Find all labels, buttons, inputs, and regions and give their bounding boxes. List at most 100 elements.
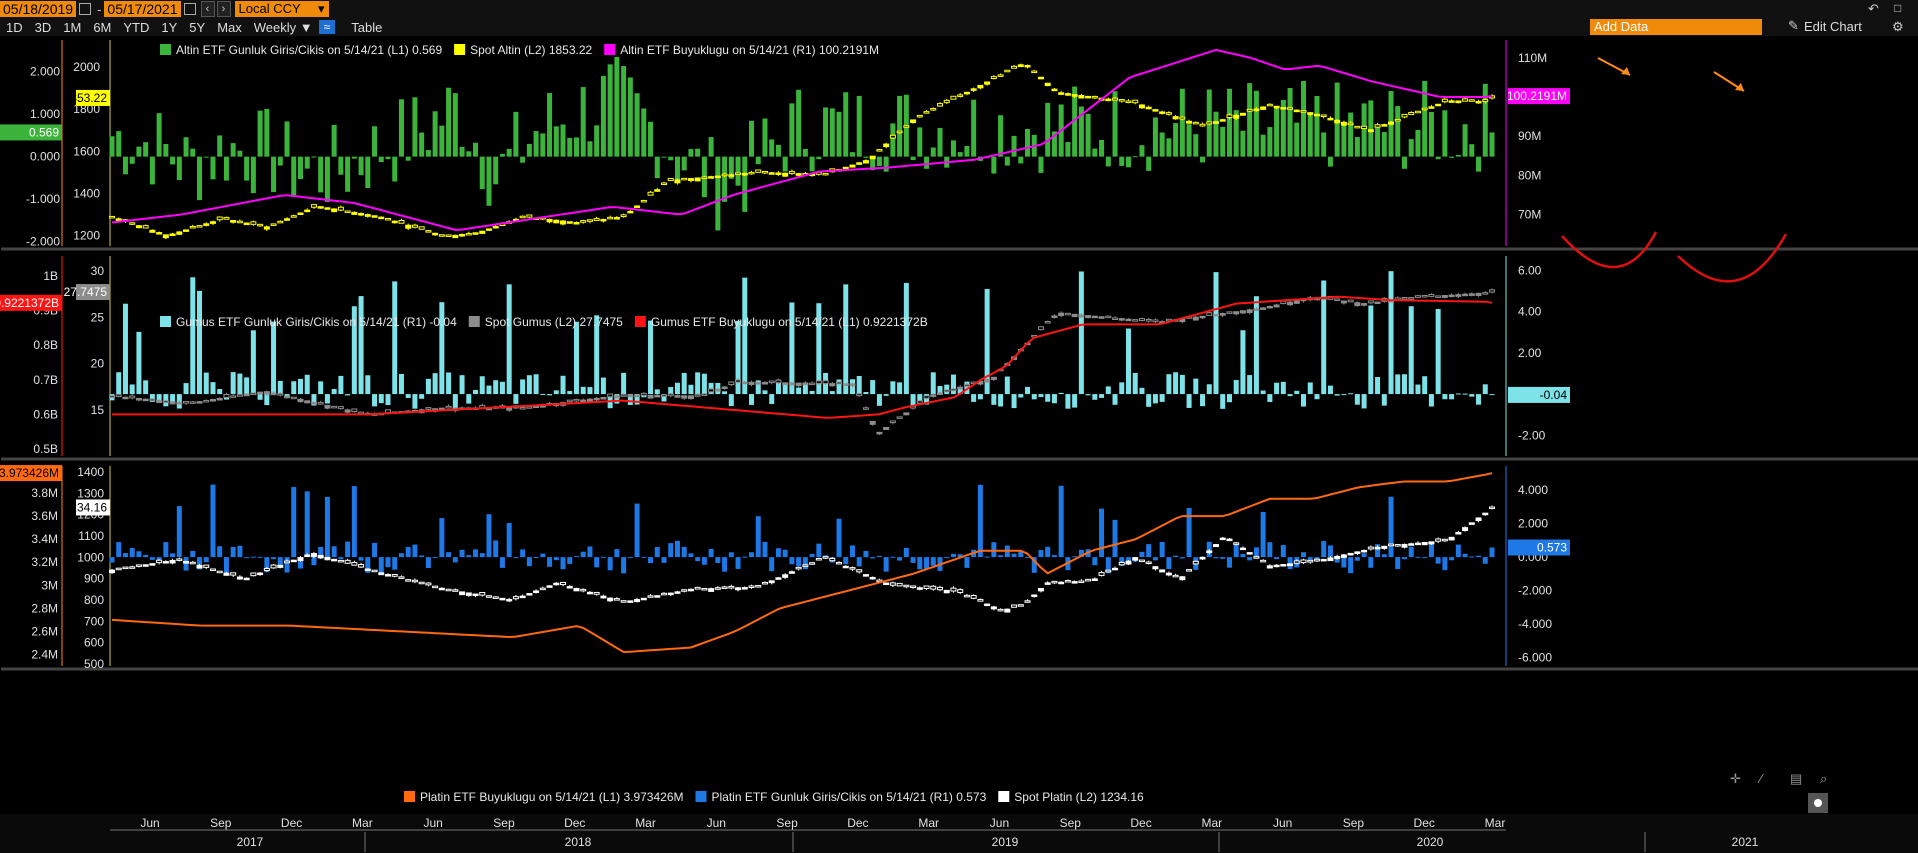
- spot-candle: [977, 598, 984, 602]
- edit-chart-button[interactable]: Edit Chart: [1804, 19, 1862, 34]
- spot-candle: [1172, 116, 1179, 120]
- flow-bar: [264, 108, 270, 157]
- spot-candle: [344, 210, 351, 213]
- flow-bar: [1301, 552, 1307, 558]
- range-max[interactable]: Max: [217, 19, 242, 35]
- spot-candle: [257, 391, 264, 395]
- spot-candle: [135, 398, 142, 401]
- spot-candle: [661, 182, 667, 185]
- spot-candle: [593, 397, 600, 401]
- range-6m[interactable]: 6M: [93, 19, 112, 35]
- spot-candle: [1381, 124, 1388, 127]
- spot-candle: [364, 568, 371, 572]
- spot-candle: [795, 173, 802, 176]
- range-1y[interactable]: 1Y: [161, 19, 178, 35]
- range-1d[interactable]: 1D: [6, 19, 23, 35]
- flow-bar: [513, 557, 519, 559]
- flow-bar: [1193, 378, 1199, 395]
- range-1m[interactable]: 1M: [63, 19, 82, 35]
- spot-candle: [1071, 581, 1078, 584]
- flow-bar: [1449, 557, 1455, 561]
- flow-bar: [634, 503, 640, 558]
- spot-candle: [1199, 315, 1206, 319]
- line-draw-icon[interactable]: ∕: [1757, 771, 1764, 786]
- left-axis-2-label: 1234.16: [64, 500, 108, 514]
- flow-bar: [122, 156, 128, 175]
- currency-select[interactable]: Local CCY ▾: [234, 1, 329, 17]
- flow-bar: [910, 156, 916, 161]
- flow-bar: [170, 156, 176, 165]
- flow-bar: [950, 553, 956, 558]
- flow-bar: [802, 557, 808, 570]
- spot-candle: [997, 74, 1004, 77]
- spot-candle: [1253, 308, 1260, 311]
- flow-bar: [412, 544, 418, 558]
- start-date-input[interactable]: 05/18/2019: [0, 1, 77, 17]
- pencil-icon[interactable]: ✎: [1788, 18, 1799, 33]
- spot-candle: [735, 587, 742, 591]
- x-axis-year-tick: 2020: [1417, 835, 1444, 849]
- flow-bar: [688, 384, 694, 395]
- spot-candle: [418, 226, 425, 230]
- spot-candle: [1462, 527, 1469, 531]
- flow-bar: [769, 139, 775, 157]
- frequency-select[interactable]: Weekly ▼: [253, 19, 313, 35]
- expand-icon[interactable]: □: [1894, 1, 1902, 15]
- flow-bar: [1428, 542, 1434, 558]
- line-chart-icon[interactable]: ≈: [318, 20, 336, 34]
- calendar-icon[interactable]: [183, 3, 196, 15]
- undo-icon[interactable]: ↶: [1868, 1, 1879, 16]
- spot-candle: [822, 172, 829, 176]
- range-5y[interactable]: 5Y: [189, 19, 206, 35]
- end-date-input[interactable]: 05/17/2021: [104, 1, 181, 17]
- flow-bar: [735, 557, 741, 569]
- spot-candle: [761, 171, 768, 174]
- spot-candle: [990, 376, 997, 380]
- add-data-input[interactable]: Add Data: [1590, 19, 1762, 35]
- table-button[interactable]: Table: [351, 19, 383, 35]
- flow-bar: [1354, 137, 1360, 157]
- spot-candle: [1313, 558, 1320, 562]
- spot-candle: [351, 211, 358, 215]
- spot-candle: [822, 556, 829, 559]
- range-3d[interactable]: 3D: [34, 19, 52, 35]
- flow-bar: [466, 151, 472, 157]
- flow-bar: [116, 542, 122, 558]
- calendar-icon[interactable]: [79, 3, 92, 15]
- flow-bar: [937, 127, 943, 157]
- flow-bar: [883, 557, 889, 572]
- chevron-right-icon[interactable]: ›: [216, 1, 231, 17]
- spot-candle: [687, 588, 694, 592]
- flow-bar: [1388, 271, 1394, 395]
- spot-candle: [782, 172, 789, 177]
- spot-candle: [930, 394, 937, 397]
- x-axis-band: [0, 814, 1918, 853]
- flow-bar: [345, 394, 351, 396]
- flow-bar: [1435, 557, 1441, 564]
- flow-bar: [977, 484, 983, 558]
- spot-candle: [230, 572, 237, 576]
- flow-bar: [129, 156, 135, 164]
- spot-candle: [162, 561, 169, 564]
- table-icon[interactable]: ▤: [1790, 771, 1802, 786]
- flow-bar: [284, 394, 290, 396]
- right-axis-tick: -6.000: [1518, 651, 1552, 665]
- flow-bar: [244, 557, 250, 559]
- range-ytd[interactable]: YTD: [123, 19, 150, 35]
- flow-bar: [291, 156, 297, 197]
- flow-bar: [1186, 124, 1192, 157]
- flow-bar: [742, 277, 748, 395]
- flow-bar: [345, 156, 351, 192]
- left-axis-1-tick: 2.000: [30, 65, 60, 79]
- zoom-icon[interactable]: ⌕: [1820, 771, 1827, 786]
- right-axis-tick: -2.000: [1518, 584, 1552, 598]
- crosshair-icon[interactable]: ✛: [1730, 771, 1741, 786]
- spot-candle: [708, 588, 715, 592]
- spot-candle: [573, 398, 580, 402]
- flow-bar: [809, 156, 815, 172]
- flow-bar: [1361, 103, 1367, 157]
- chevron-left-icon[interactable]: ‹: [200, 1, 215, 17]
- gear-icon[interactable]: ⚙: [1892, 19, 1904, 34]
- flow-bar: [1422, 80, 1428, 157]
- spot-candle: [1482, 292, 1489, 295]
